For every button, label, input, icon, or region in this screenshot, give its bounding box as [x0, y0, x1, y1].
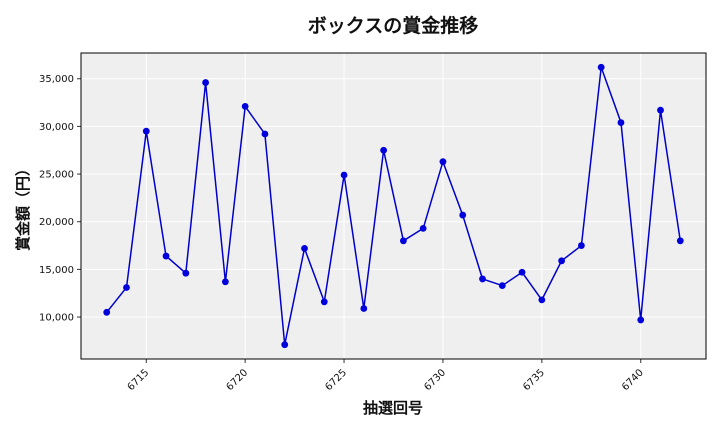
data-point	[518, 268, 526, 276]
data-point	[103, 308, 111, 316]
y-tick-label: 10,000	[39, 313, 74, 324]
x-tick-label: 6740	[620, 367, 646, 393]
data-point	[182, 269, 190, 277]
data-point	[142, 127, 150, 135]
data-point	[202, 79, 210, 86]
data-point	[439, 158, 447, 166]
x-tick-label: 6730	[422, 367, 448, 393]
data-point	[498, 282, 506, 289]
data-point	[241, 102, 249, 110]
data-point	[558, 257, 566, 265]
data-point	[637, 316, 645, 324]
y-tick-label: 30,000	[39, 122, 74, 133]
x-tick-label: 6720	[225, 367, 251, 393]
y-tick-label: 15,000	[39, 265, 74, 276]
y-tick-label: 25,000	[39, 170, 74, 181]
data-point	[320, 298, 328, 306]
data-point	[162, 252, 170, 260]
data-point	[597, 63, 605, 71]
plot-area	[81, 53, 706, 359]
y-tick-label: 35,000	[39, 74, 74, 85]
y-axis-label: 賞金額（円）	[14, 161, 32, 251]
chart-title: ボックスの賞金推移	[308, 14, 478, 37]
data-point	[479, 275, 486, 283]
data-point	[360, 305, 368, 312]
data-point	[340, 171, 348, 179]
data-point	[281, 341, 289, 349]
data-point	[380, 146, 388, 154]
x-tick-label: 6715	[126, 367, 152, 393]
data-point	[261, 130, 269, 138]
series-line	[106, 67, 682, 345]
x-tick-label: 6735	[521, 367, 547, 393]
data-point	[123, 284, 130, 291]
data-point	[617, 119, 625, 126]
y-axis: 10,000 15,000 20,000 25,000 30,000 35,000	[39, 74, 81, 324]
data-point	[577, 242, 585, 249]
data-point	[399, 237, 407, 245]
data-point	[419, 225, 427, 232]
data-point	[301, 245, 308, 252]
x-axis-label: 抽選回号	[363, 399, 423, 417]
data-point	[221, 278, 229, 286]
data-point	[538, 296, 546, 304]
data-point	[459, 211, 467, 219]
data-point	[676, 237, 684, 245]
data-point	[657, 106, 664, 114]
y-tick-label: 20,000	[39, 217, 74, 228]
series-prize	[103, 63, 684, 349]
x-axis: 6715 6720 6725 6730 6735 6740	[126, 359, 646, 393]
x-tick-label: 6725	[323, 367, 349, 393]
plot-frame	[80, 52, 707, 360]
